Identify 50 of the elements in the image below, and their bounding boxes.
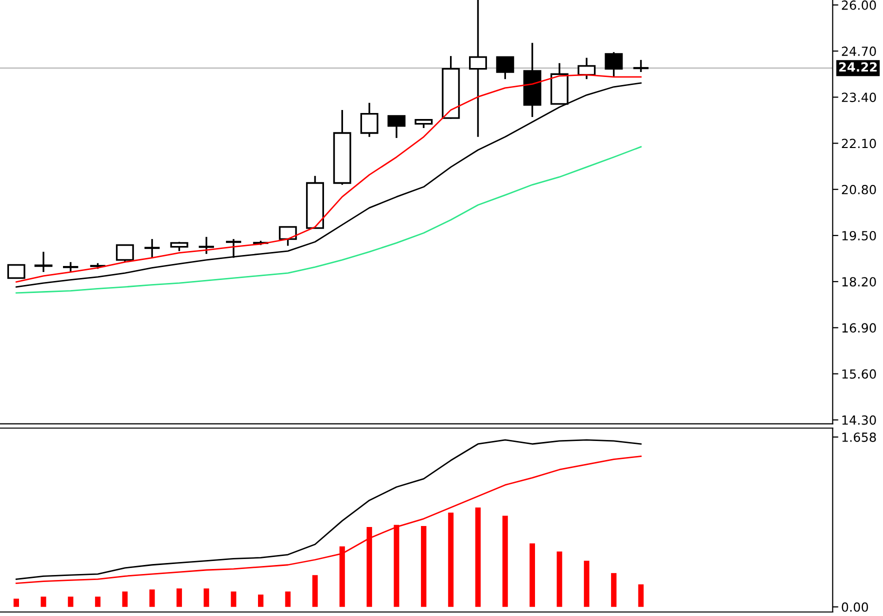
bar [68,596,74,607]
bar [638,584,644,607]
line-series [16,146,642,294]
bar [448,512,454,607]
bar [312,575,318,607]
y-tick-label: 22.10 [842,138,876,148]
candlestick [7,264,26,279]
y-tick-label: 15.60 [842,369,876,379]
candlestick [143,238,161,259]
candlestick [224,238,242,259]
bar [530,543,536,607]
candlestick [496,56,514,80]
bar [556,552,562,607]
y-tick-label: 26.00 [842,0,876,10]
bar [122,592,128,607]
candlestick [198,236,216,255]
y-tick-label: 19.50 [842,230,876,240]
bar [95,596,100,607]
y-tick-label: 23.40 [842,92,876,102]
bar [285,592,291,607]
y-tick-label: 20.80 [842,184,876,194]
candlestick [62,261,80,273]
bar [14,598,20,607]
y-tick-label: 1.658 [842,432,876,442]
candlestick [604,51,623,78]
candlestick [34,250,52,273]
candlestick [388,115,406,139]
bar [420,526,426,607]
y-tick-label: 18.20 [842,277,876,287]
y-tick-label: 24.70 [842,46,876,56]
y-tick-label: 14.30 [842,415,876,425]
bar [149,589,155,607]
y-tick-label: 0.00 [842,602,868,612]
bar [611,573,616,607]
candlestick [632,59,650,73]
candlestick [278,226,297,247]
candlestick [578,56,596,80]
bar [230,592,236,607]
ref-line-label: 24.22 [839,62,877,72]
y-tick-label: 16.90 [842,323,876,333]
bar [40,596,46,607]
candlestick [469,0,487,138]
candlestick [360,102,378,138]
candlestick [116,244,134,263]
bar [204,588,210,607]
bar [584,560,590,607]
bar [176,588,182,607]
bar [258,594,264,607]
bar [475,508,481,607]
bar [502,516,508,607]
